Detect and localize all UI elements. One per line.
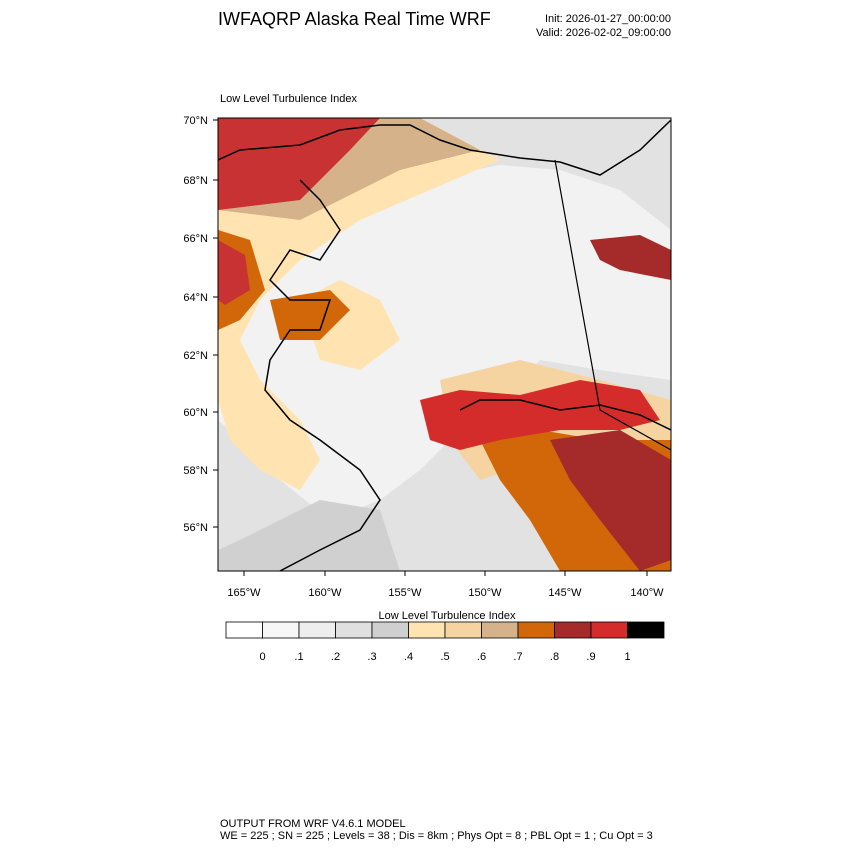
lon-label: 145°W [548,587,582,599]
colorbar-box [408,621,446,639]
valid-time: Valid: 2026-02-02_09:00:00 [536,27,671,39]
colorbar-box [335,621,373,639]
lon-label: 140°W [630,587,664,599]
colorbar-box [481,621,519,639]
colorbar-label: .9 [586,651,595,663]
colorbar-label: .1 [294,651,303,663]
colorbar-label: .3 [367,651,376,663]
title: IWFAQRP Alaska Real Time WRF [218,9,491,29]
map-field [218,118,671,571]
lat-label: 62°N [183,350,208,362]
colorbar-box [298,621,336,639]
colorbar-box [627,621,665,639]
colorbar-label: .8 [550,651,559,663]
lat-label: 70°N [183,115,208,127]
colorbar-box [444,621,482,639]
colorbar-box [517,621,555,639]
colorbar-label: .2 [331,651,340,663]
colorbar-label: .6 [477,651,486,663]
colorbar-label: 1 [624,651,630,663]
lon-label: 165°W [227,587,261,599]
colorbar-label: .5 [440,651,449,663]
colorbar-box [590,621,628,639]
lat-label: 66°N [183,233,208,245]
lat-label: 56°N [183,522,208,534]
colorbar-label: .7 [513,651,522,663]
colorbar-box [371,621,409,639]
init-time: Init: 2026-01-27_00:00:00 [545,13,671,25]
map-frame [217,117,672,572]
colorbar-box [225,621,263,639]
lat-label: 58°N [183,465,208,477]
lon-label: 160°W [308,587,342,599]
lon-label: 155°W [388,587,422,599]
footer-line: WE = 225 ; SN = 225 ; Levels = 38 ; Dis … [220,830,653,842]
map-title: Low Level Turbulence Index [220,93,357,105]
colorbar-box [554,621,592,639]
lat-label: 64°N [183,292,208,304]
colorbar-label: 0 [259,651,265,663]
lat-label: 68°N [183,175,208,187]
colorbar-box [262,621,300,639]
lon-label: 150°W [468,587,502,599]
footer-line: OUTPUT FROM WRF V4.6.1 MODEL [220,818,406,830]
lat-label: 60°N [183,407,208,419]
colorbar-label: .4 [404,651,413,663]
colorbar-title: Low Level Turbulence Index [379,610,516,622]
